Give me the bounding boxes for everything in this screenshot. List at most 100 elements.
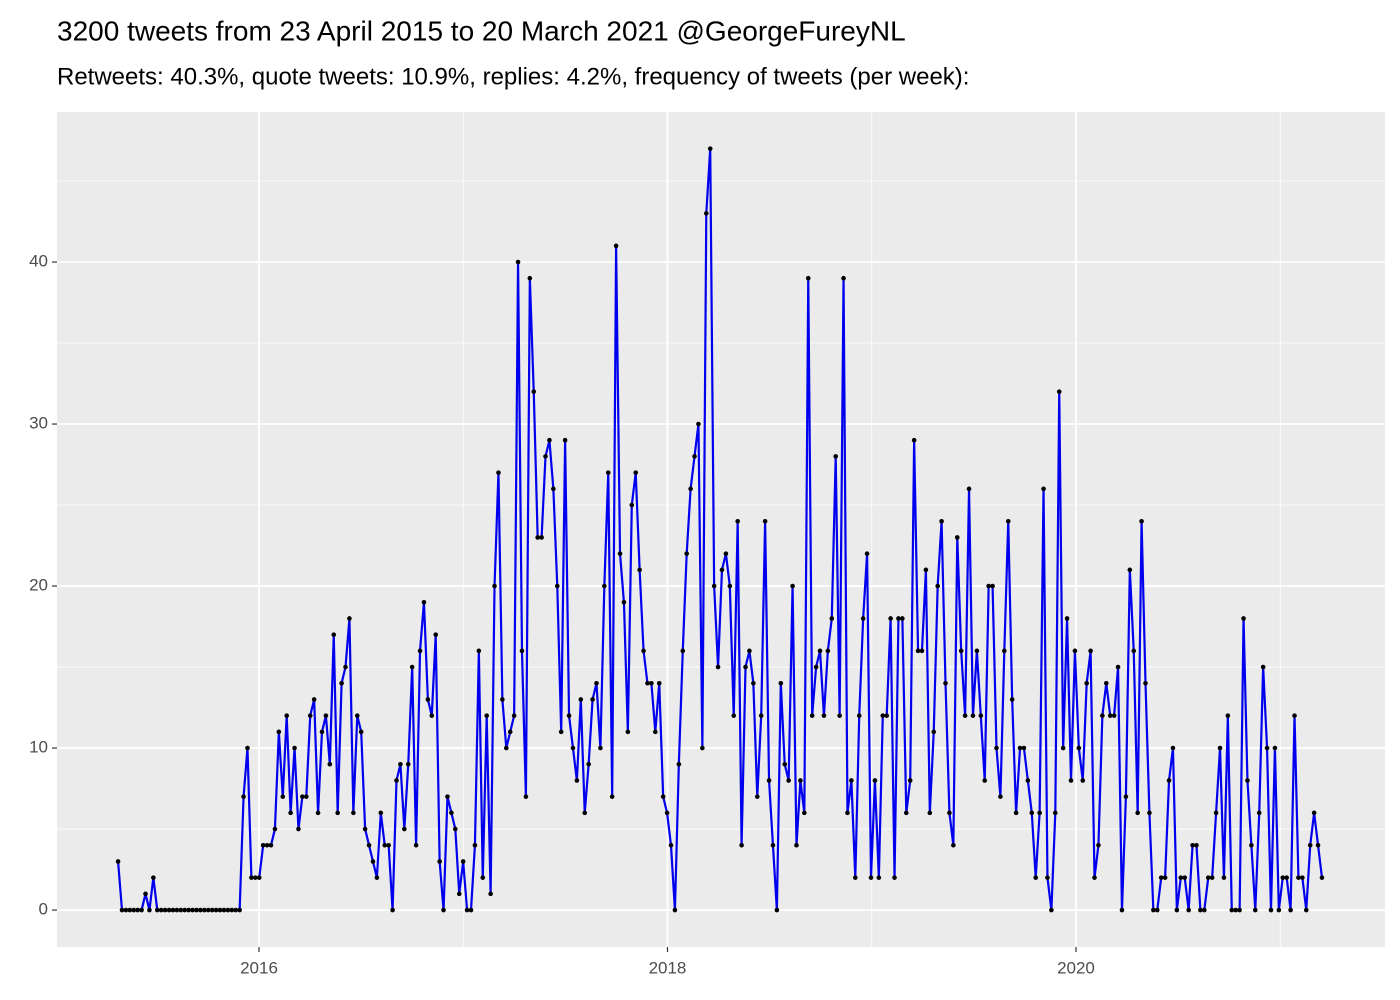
point (774, 907, 780, 913)
point (253, 875, 258, 880)
point (919, 648, 925, 654)
point (268, 842, 274, 848)
point (335, 810, 340, 816)
point (527, 275, 533, 281)
point (433, 632, 439, 637)
point (766, 778, 772, 783)
point (347, 616, 352, 621)
point (790, 583, 795, 589)
point (1131, 648, 1137, 654)
point (664, 810, 670, 816)
point (413, 842, 419, 848)
point (1076, 745, 1082, 751)
point (1151, 907, 1156, 913)
point (476, 648, 482, 654)
point (1213, 810, 1219, 816)
point (398, 761, 403, 767)
point (127, 907, 133, 913)
point (841, 275, 846, 281)
point (719, 567, 725, 573)
point (1209, 875, 1215, 880)
point (390, 907, 395, 913)
point (1041, 486, 1046, 492)
point (1100, 713, 1105, 718)
point (829, 616, 835, 621)
point (233, 907, 239, 913)
point (1002, 648, 1007, 654)
y-tick-label: 40 (29, 252, 48, 271)
point (374, 875, 380, 880)
point (884, 713, 889, 718)
point (637, 567, 642, 573)
point (1143, 680, 1148, 686)
point (1221, 875, 1227, 880)
point (1182, 875, 1188, 880)
point (260, 842, 266, 848)
point (743, 664, 748, 670)
point (115, 859, 121, 864)
point (382, 842, 388, 848)
point (978, 713, 984, 718)
point (531, 389, 537, 394)
point (739, 842, 744, 848)
point (825, 648, 831, 654)
point (484, 713, 489, 718)
point (135, 907, 140, 913)
point (249, 875, 254, 880)
point (535, 535, 540, 540)
point (405, 761, 411, 767)
point (707, 146, 713, 151)
point (198, 907, 203, 913)
point (1190, 842, 1195, 848)
point (621, 599, 627, 605)
point (1068, 778, 1074, 783)
point (307, 713, 313, 718)
point (123, 907, 129, 913)
point (1127, 567, 1133, 573)
point (151, 875, 156, 880)
point (276, 729, 282, 735)
point (900, 616, 905, 621)
point (668, 842, 674, 848)
point (292, 745, 297, 751)
point (762, 518, 768, 524)
point (1107, 713, 1113, 718)
point (1225, 713, 1231, 718)
point (166, 907, 172, 913)
point (394, 778, 399, 783)
point (562, 437, 568, 443)
point (939, 518, 944, 524)
point (1017, 745, 1023, 751)
point (460, 859, 466, 864)
point (304, 794, 309, 799)
point (625, 729, 631, 735)
point (1147, 810, 1152, 816)
point (817, 648, 823, 654)
y-tick-label: 20 (29, 576, 48, 595)
point (602, 583, 607, 589)
point (703, 211, 709, 216)
point (1092, 875, 1097, 880)
point (453, 826, 458, 832)
plot-panel (57, 112, 1385, 947)
point (288, 810, 293, 816)
point (809, 713, 815, 718)
point (119, 907, 125, 913)
point (609, 794, 615, 799)
point (598, 745, 603, 751)
point (472, 842, 478, 848)
point (174, 907, 180, 913)
point (1292, 713, 1297, 718)
point (1045, 875, 1050, 880)
point (1174, 907, 1180, 913)
point (653, 729, 658, 735)
x-tick-label: 2018 (649, 958, 687, 977)
point (892, 875, 897, 880)
point (1013, 810, 1019, 816)
point (217, 907, 223, 913)
point (641, 648, 646, 654)
point (1307, 842, 1313, 848)
point (1186, 907, 1191, 913)
point (147, 907, 152, 913)
point (1166, 778, 1172, 783)
